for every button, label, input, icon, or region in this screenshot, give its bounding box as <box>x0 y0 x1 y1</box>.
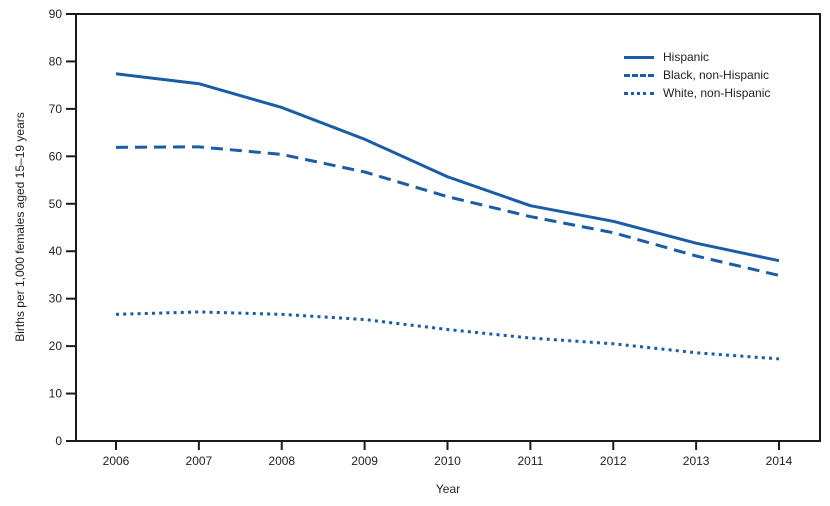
x-tick-label: 2014 <box>766 454 793 468</box>
y-tick-label: 10 <box>49 387 63 401</box>
x-axis-title: Year <box>435 482 461 496</box>
x-tick-label: 2013 <box>683 454 710 468</box>
series-line-dotted <box>115 310 780 361</box>
dotted-line-swatch-icon <box>624 91 654 95</box>
legend-entry-white-non-hispanic: White, non-Hispanic <box>624 84 770 102</box>
y-tick-label: 20 <box>49 339 63 353</box>
y-tick-label: 60 <box>49 149 63 163</box>
x-tick-label: 2010 <box>434 454 461 468</box>
x-tick-label: 2006 <box>103 454 130 468</box>
solid-line-swatch-icon <box>624 55 654 59</box>
legend-label: White, non-Hispanic <box>663 86 771 100</box>
x-tick-label: 2009 <box>351 454 378 468</box>
y-tick-label: 70 <box>49 102 63 116</box>
y-tick-label: 50 <box>49 197 63 211</box>
legend-entry-hispanic: Hispanic <box>624 48 770 66</box>
x-tick-label: 2008 <box>268 454 295 468</box>
y-tick-label: 40 <box>49 244 63 258</box>
y-tick-label: 30 <box>49 292 63 306</box>
y-tick-label: 80 <box>49 54 63 68</box>
legend: Hispanic Black, non-Hispanic White, non-… <box>624 48 770 102</box>
legend-entry-black-non-hispanic: Black, non-Hispanic <box>624 66 770 84</box>
legend-label: Hispanic <box>663 50 710 64</box>
x-tick-label: 2012 <box>600 454 627 468</box>
series-line-solid <box>115 72 780 263</box>
x-tick-label: 2011 <box>517 454 543 468</box>
y-tick-label: 90 <box>49 7 63 21</box>
y-axis-title: Births per 1,000 females aged 15–19 year… <box>13 112 27 342</box>
series-line-dashed <box>115 145 780 277</box>
y-tick-label: 0 <box>55 434 62 448</box>
legend-label: Black, non-Hispanic <box>663 68 770 82</box>
x-tick-label: 2007 <box>186 454 213 468</box>
dashed-line-swatch-icon <box>624 73 654 77</box>
